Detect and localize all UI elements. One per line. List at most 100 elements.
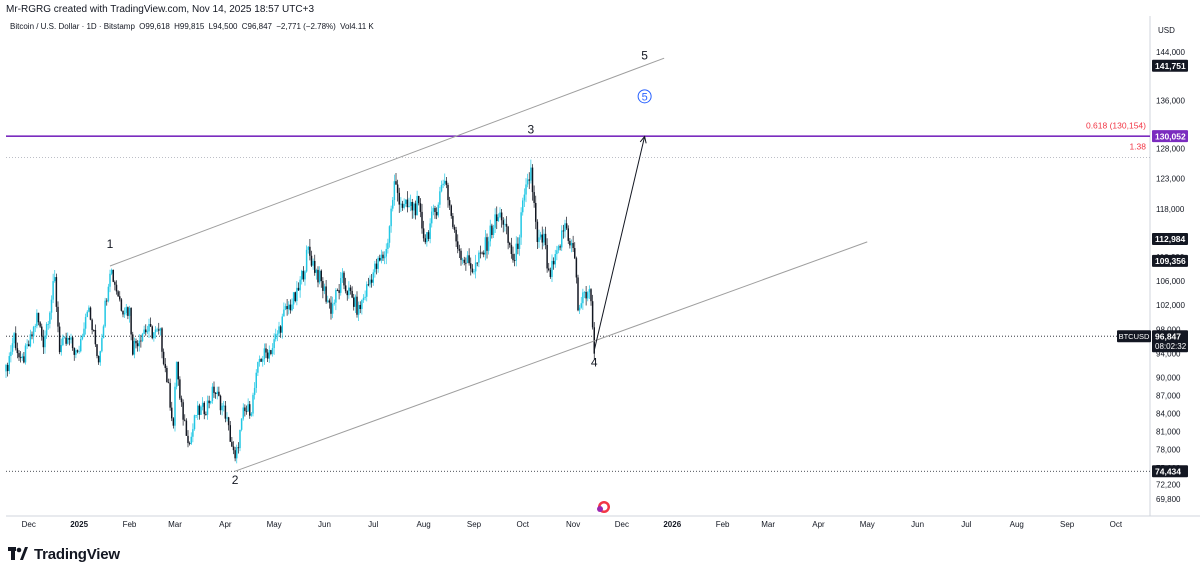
candle (434, 205, 436, 219)
candle (288, 301, 290, 315)
candle-body (314, 260, 316, 273)
candle-body (132, 334, 134, 355)
candle-body (452, 215, 454, 227)
candle-body (23, 356, 25, 363)
candle-body (175, 361, 178, 387)
candle (231, 437, 233, 447)
candle-body (513, 260, 516, 262)
price-label-text: 141,751 (1155, 61, 1186, 71)
candle (304, 270, 306, 286)
x-tick-label: Nov (566, 520, 580, 529)
candle-body (223, 405, 225, 407)
candle-body (525, 184, 527, 195)
candle (44, 330, 46, 354)
candle-body (447, 184, 449, 201)
candle-body (278, 326, 280, 334)
candle (413, 201, 415, 219)
candle (193, 414, 196, 431)
candle-body (60, 345, 62, 353)
candle-body (55, 277, 58, 307)
candle (476, 262, 478, 267)
price-axis-label: 112,984 (1152, 232, 1188, 245)
candle-body (286, 306, 288, 310)
price-label-bg (1152, 130, 1188, 143)
candle-body (184, 419, 186, 421)
candle-body (466, 255, 469, 264)
candle-body (93, 329, 95, 331)
candle (518, 234, 521, 256)
candle-body (575, 258, 578, 278)
candle-body (296, 287, 298, 301)
candle-body (213, 386, 215, 393)
candle (333, 299, 335, 306)
candle-body (128, 307, 131, 316)
candle (512, 246, 514, 263)
candle (461, 257, 464, 265)
candle (130, 307, 132, 341)
candle-body (224, 405, 227, 419)
x-tick-label: May (267, 520, 282, 529)
candle-body (125, 307, 127, 313)
y-tick-label: 98,000 (1156, 325, 1181, 334)
price-chart[interactable]: 1 2 3 4 5 5 0.618 (130,154) 1.38 USD 144,000 136,… (0, 16, 1200, 532)
candle (83, 322, 85, 338)
candle-body (88, 307, 90, 312)
candle (110, 268, 113, 276)
candle-body (580, 303, 582, 308)
candle (62, 334, 64, 347)
candle-body (275, 334, 277, 340)
candle-body (198, 405, 201, 415)
candle-body (114, 281, 116, 285)
candle (226, 412, 228, 422)
upper-channel (109, 57, 665, 267)
candle (125, 303, 127, 316)
candle (175, 361, 178, 390)
candle (114, 280, 116, 291)
candle (455, 226, 457, 247)
candle (140, 334, 142, 348)
candle-body (509, 242, 511, 245)
candle (81, 333, 84, 341)
candle (330, 296, 332, 320)
candle (305, 245, 308, 273)
candle-body (374, 263, 376, 273)
candle (55, 273, 58, 312)
candle (437, 202, 439, 218)
y-tick-label: 78,000 (1156, 446, 1181, 455)
candle (208, 395, 210, 409)
candle (45, 322, 48, 339)
symbol-title[interactable]: Bitcoin / U.S. Dollar · 1D · Bitstamp (10, 22, 135, 31)
candle (515, 236, 517, 267)
candle (34, 323, 36, 333)
candle (265, 343, 267, 358)
candle (15, 326, 17, 351)
candle-body (476, 262, 478, 264)
candle (29, 329, 32, 348)
candle-body (29, 334, 32, 347)
candle (281, 313, 283, 339)
candle-body (315, 269, 318, 273)
candle (276, 330, 279, 342)
candle-body (346, 291, 348, 296)
candle (494, 208, 496, 234)
candle-body (400, 203, 402, 205)
candle-body (323, 286, 326, 291)
candle-body (577, 277, 579, 311)
candle-body (13, 333, 15, 344)
price-label-bg (1152, 59, 1188, 72)
tradingview-footer: TradingView (8, 543, 120, 565)
candle-body (554, 254, 556, 265)
candle-body (335, 290, 337, 303)
candle (31, 331, 33, 340)
candle (107, 283, 110, 303)
candle (190, 432, 192, 445)
candle (284, 303, 287, 311)
candle (206, 395, 209, 420)
candle-body (265, 348, 267, 353)
fib-level-label: 1.38 (1129, 142, 1146, 152)
candle-body (375, 263, 378, 269)
candle-body (322, 281, 324, 291)
candle-body (219, 395, 222, 411)
candle-body (41, 326, 43, 337)
candle (268, 345, 270, 363)
